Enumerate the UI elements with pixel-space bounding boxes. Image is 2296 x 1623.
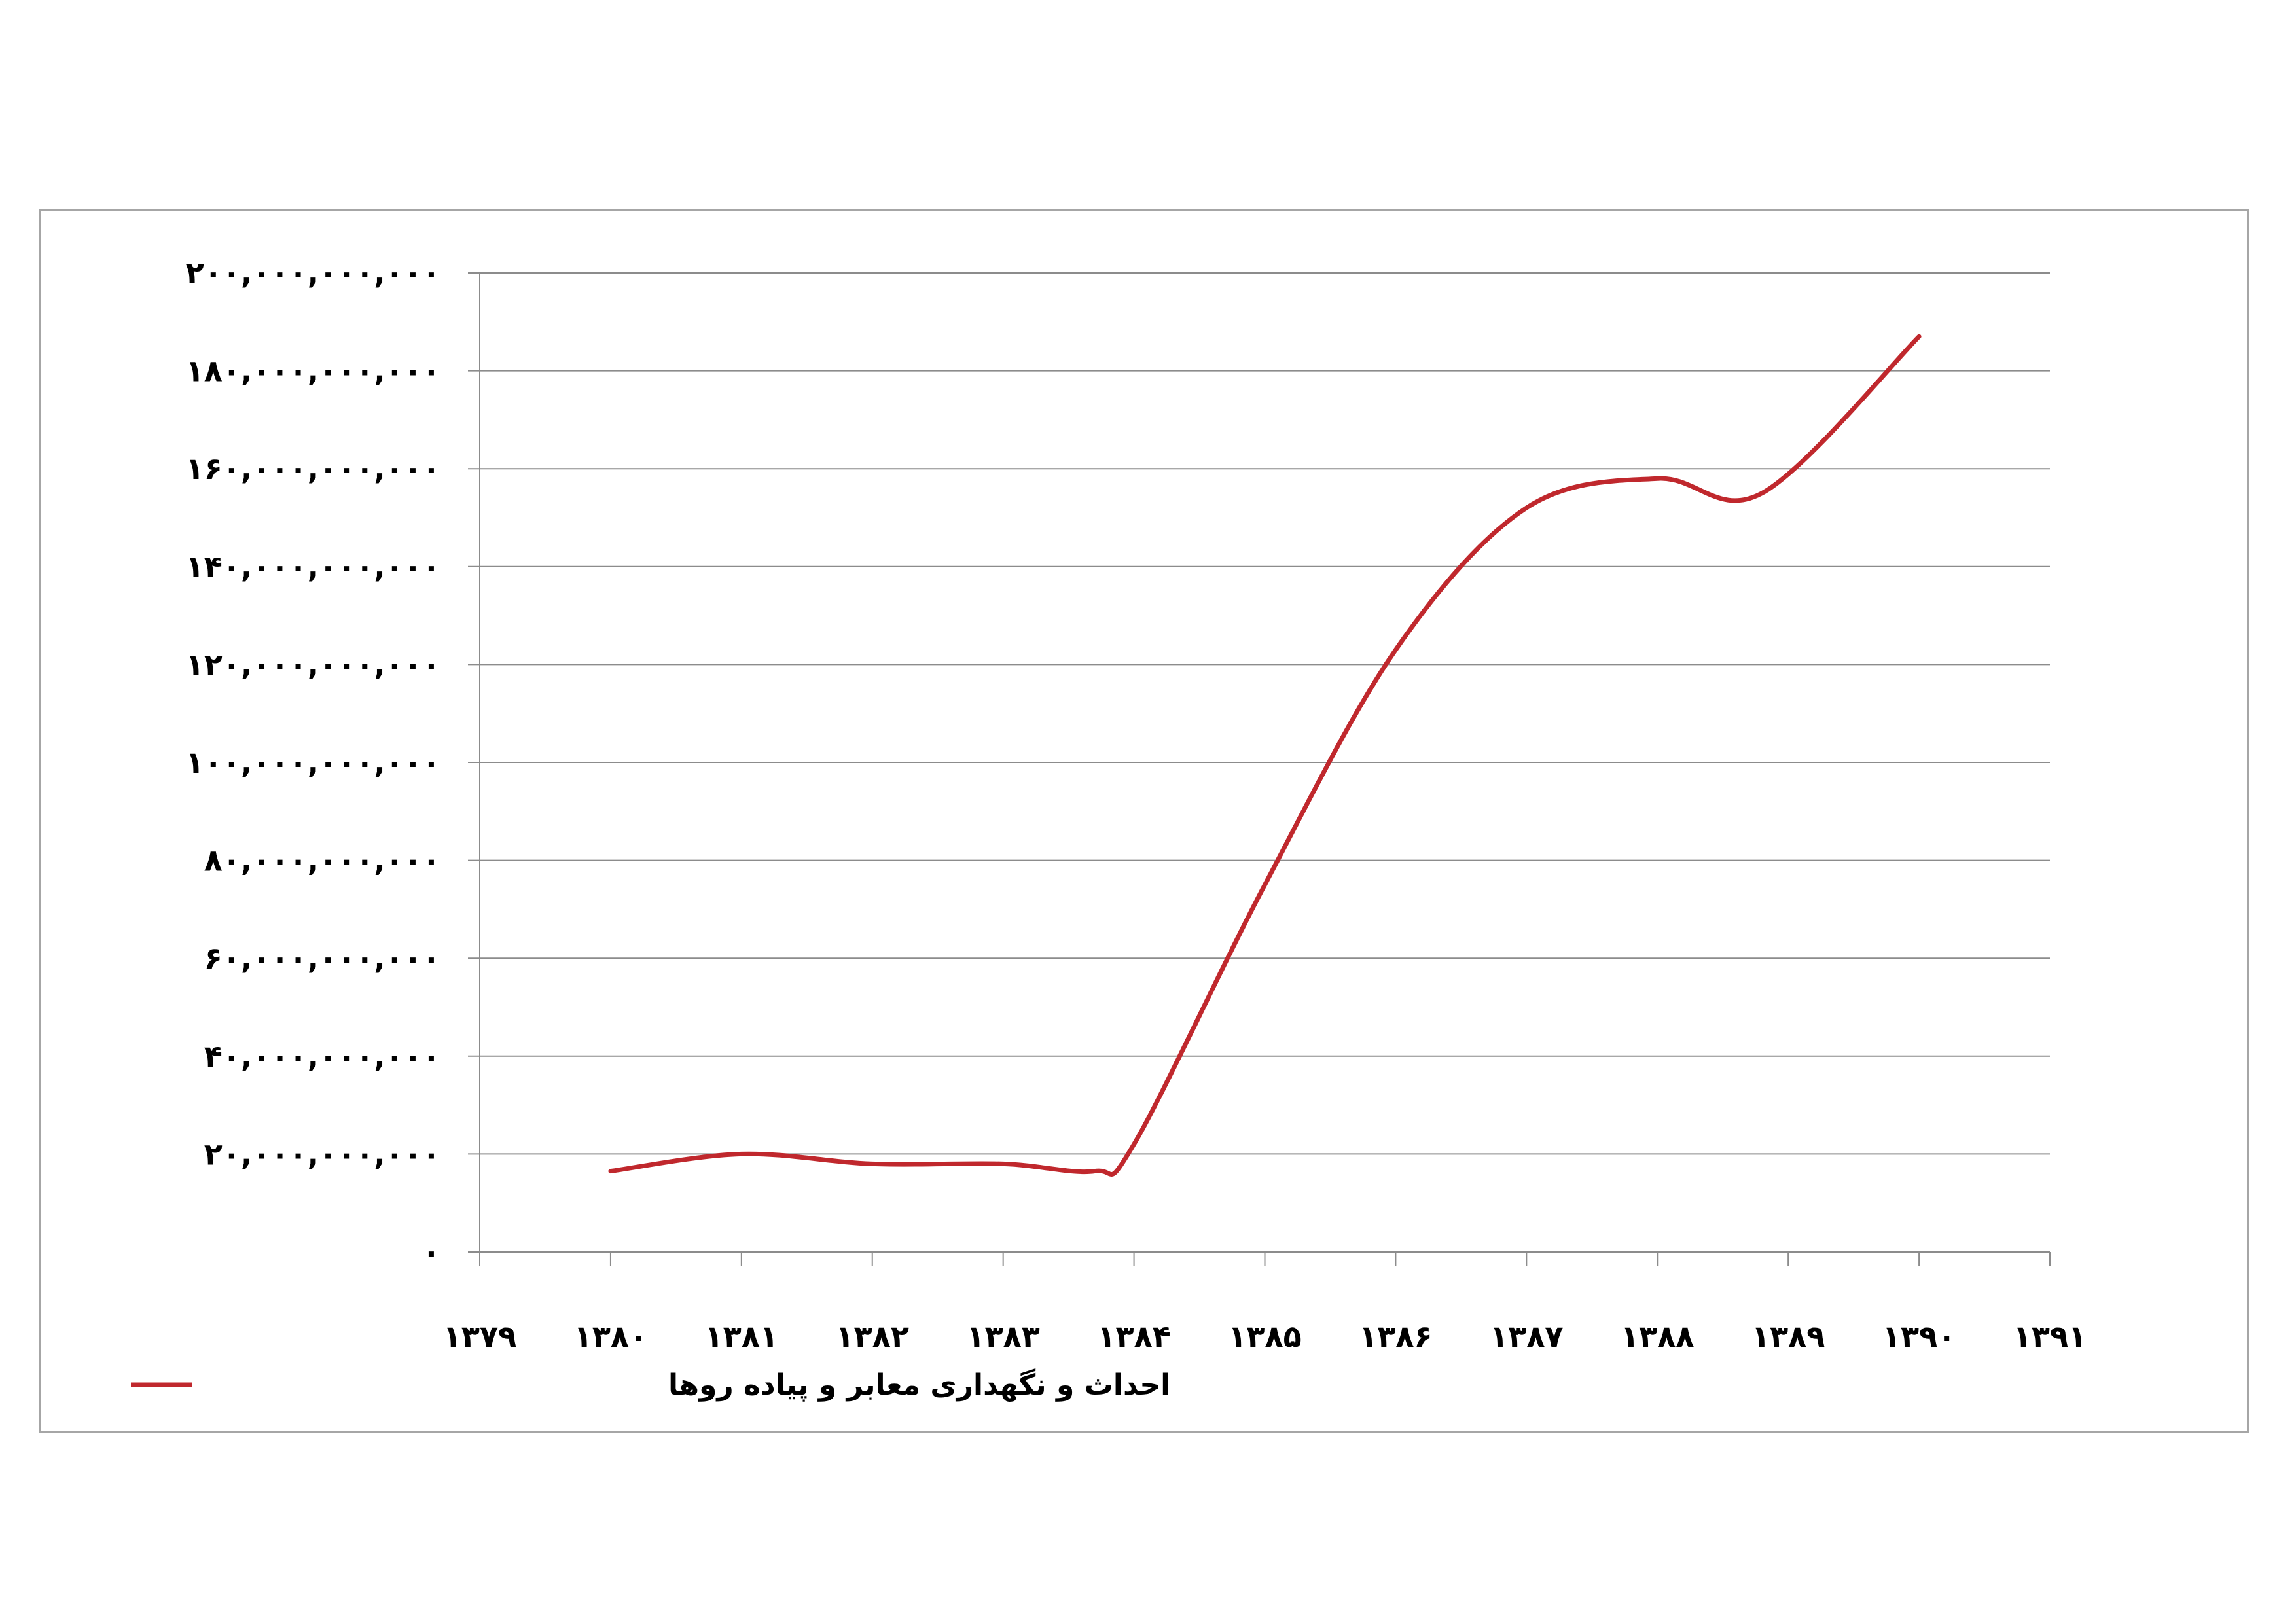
y-tick-label: ۴۰,۰۰۰,۰۰۰,۰۰۰ [204,1039,440,1074]
x-tick-label: ۱۳۸۷ [1490,1319,1563,1354]
y-tick-label: ۸۰,۰۰۰,۰۰۰,۰۰۰ [204,843,440,878]
chart-frame: ۰ ۲۰,۰۰۰,۰۰۰,۰۰۰ ۴۰,۰۰۰,۰۰۰,۰۰۰ ۶۰,۰۰۰,۰۰۰,… [39,209,2249,1433]
legend: احداث و نگهداری معابر و پیاده روها [131,1368,1170,1402]
x-tick-label: ۱۳۸۲ [836,1319,909,1354]
x-tick-label: ۱۳۸۸ [1621,1319,1694,1354]
series-lines [608,334,1922,1177]
gridlines [480,272,2050,1155]
x-tick-label: ۱۳۸۵ [1228,1319,1301,1354]
x-tick-label: ۱۳۸۱ [705,1319,778,1354]
axes [468,272,2051,1266]
x-tick-label: ۱۳۸۶ [1359,1319,1432,1354]
x-tick-label: ۱۳۸۳ [967,1319,1040,1354]
y-tick-label: ۱۲۰,۰۰۰,۰۰۰,۰۰۰ [186,647,440,682]
series-line [608,334,1922,1177]
y-tick-label: ۲۰۰,۰۰۰,۰۰۰,۰۰۰ [186,255,440,291]
y-tick-label: ۱۸۰,۰۰۰,۰۰۰,۰۰۰ [186,353,440,389]
x-tick-label: ۱۳۸۹ [1751,1319,1825,1354]
y-tick-label: ۶۰,۰۰۰,۰۰۰,۰۰۰ [204,940,440,976]
x-tick-label: ۱۳۷۹ [443,1319,516,1354]
x-tick-label: ۱۳۸۰ [574,1319,647,1354]
y-tick-labels: ۰ ۲۰,۰۰۰,۰۰۰,۰۰۰ ۴۰,۰۰۰,۰۰۰,۰۰۰ ۶۰,۰۰۰,۰۰۰,… [186,255,440,1270]
x-tick-label: ۱۳۸۴ [1097,1319,1170,1354]
y-tick-label: ۱۴۰,۰۰۰,۰۰۰,۰۰۰ [186,549,440,584]
legend-label: احداث و نگهداری معابر و پیاده روها [668,1368,1170,1402]
y-tick-label: ۲۰,۰۰۰,۰۰۰,۰۰۰ [204,1136,440,1171]
y-tick-label: ۰ [422,1234,440,1270]
x-tick-label: ۱۳۹۱ [2013,1319,2087,1354]
line-chart: ۰ ۲۰,۰۰۰,۰۰۰,۰۰۰ ۴۰,۰۰۰,۰۰۰,۰۰۰ ۶۰,۰۰۰,۰۰۰,… [131,255,2087,1402]
x-tick-labels: ۱۳۷۹ ۱۳۸۰ ۱۳۸۱ ۱۳۸۲ ۱۳۸۳ ۱۳۸۴ ۱۳۸۵ ۱۳۸۶ ۱۳۸۷ ۱۳۸۸… [443,1319,2087,1354]
y-tick-label: ۱۰۰,۰۰۰,۰۰۰,۰۰۰ [186,745,440,780]
x-tick-label: ۱۳۹۰ [1882,1319,1956,1354]
y-tick-label: ۱۶۰,۰۰۰,۰۰۰,۰۰۰ [186,451,440,486]
